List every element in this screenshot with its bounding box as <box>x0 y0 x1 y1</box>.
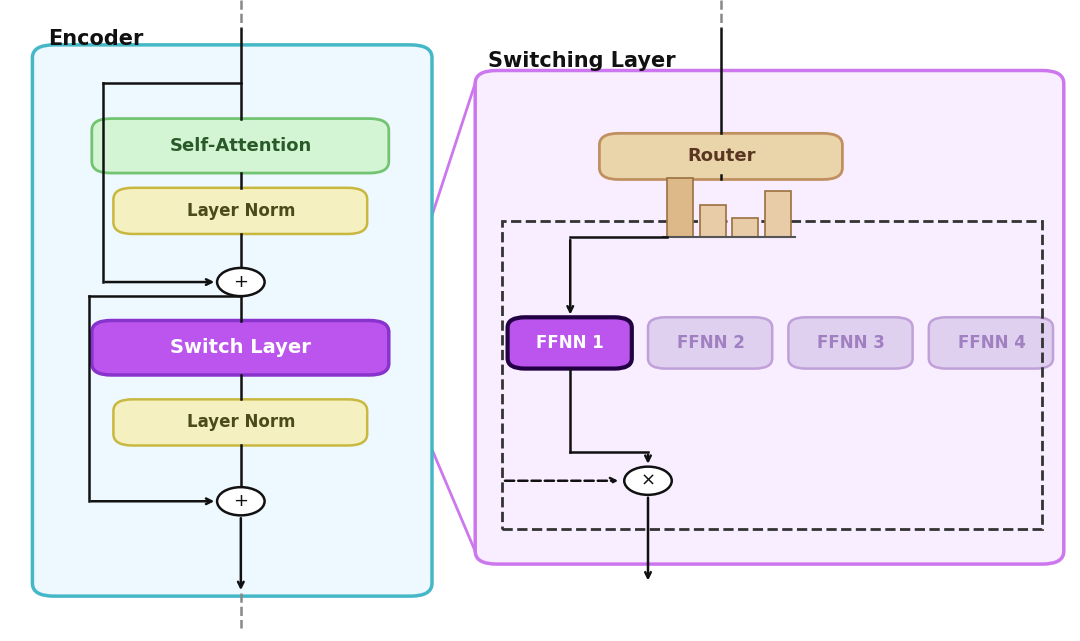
FancyBboxPatch shape <box>599 133 842 179</box>
FancyBboxPatch shape <box>475 71 1064 564</box>
FancyBboxPatch shape <box>113 188 367 234</box>
Text: ×: × <box>640 472 656 490</box>
Bar <box>667 178 693 237</box>
Text: Router: Router <box>687 147 756 165</box>
Text: Switch Layer: Switch Layer <box>171 338 311 357</box>
Circle shape <box>217 268 265 296</box>
Bar <box>700 205 726 237</box>
FancyBboxPatch shape <box>508 317 632 369</box>
FancyBboxPatch shape <box>788 317 913 369</box>
Text: +: + <box>233 492 248 510</box>
Text: FFNN 1: FFNN 1 <box>537 334 604 352</box>
Text: +: + <box>233 273 248 291</box>
Circle shape <box>624 467 672 495</box>
Bar <box>732 218 758 237</box>
Text: FFNN 2: FFNN 2 <box>677 334 744 352</box>
FancyBboxPatch shape <box>929 317 1053 369</box>
Text: Switching Layer: Switching Layer <box>488 51 676 71</box>
Circle shape <box>217 487 265 515</box>
FancyBboxPatch shape <box>92 119 389 173</box>
Bar <box>502 221 1042 529</box>
Bar <box>765 191 791 237</box>
FancyBboxPatch shape <box>113 399 367 445</box>
Text: Self-Attention: Self-Attention <box>170 137 312 154</box>
Text: Layer Norm: Layer Norm <box>187 413 295 431</box>
Text: FFNN 4: FFNN 4 <box>958 334 1025 352</box>
Text: FFNN 3: FFNN 3 <box>818 334 885 352</box>
Text: Layer Norm: Layer Norm <box>187 202 295 220</box>
FancyBboxPatch shape <box>648 317 772 369</box>
FancyBboxPatch shape <box>92 320 389 375</box>
Text: Encoder: Encoder <box>49 29 144 49</box>
FancyBboxPatch shape <box>32 45 432 596</box>
